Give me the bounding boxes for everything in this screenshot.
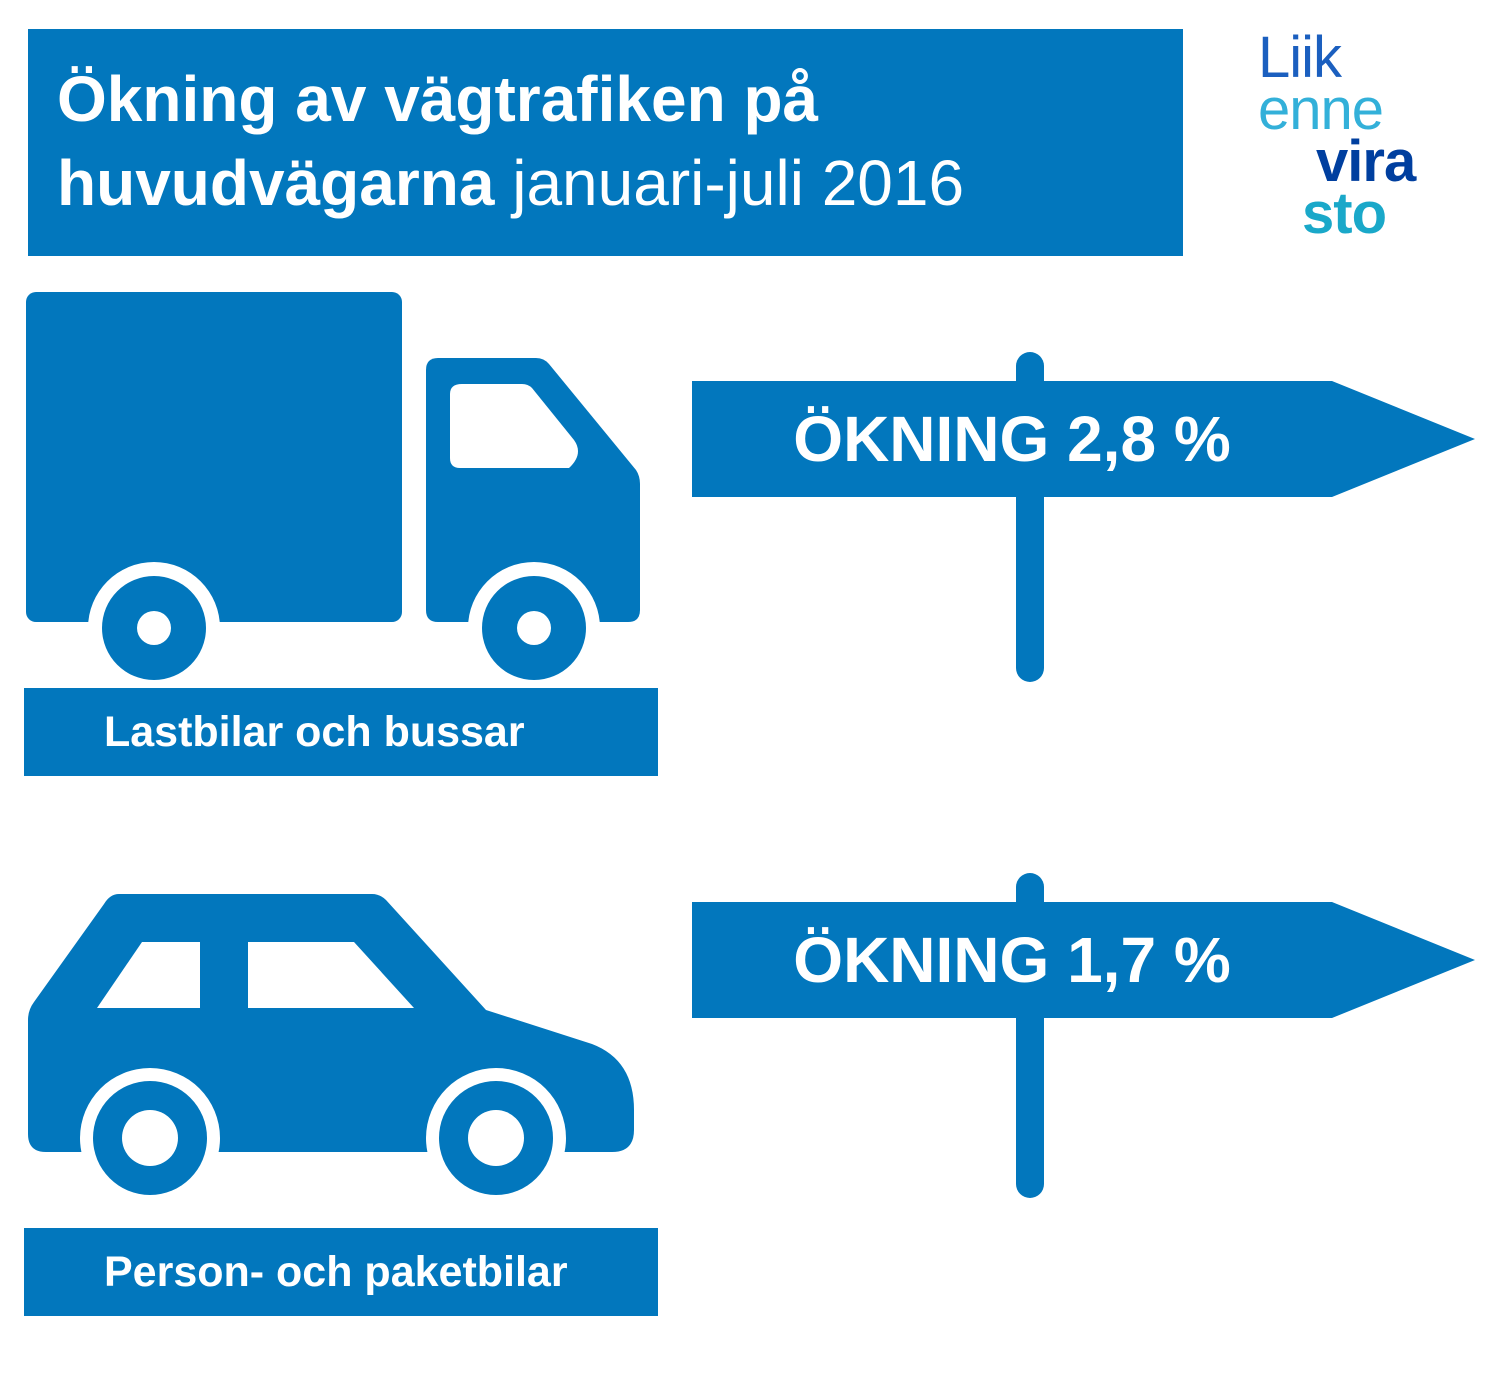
label-cars-vans: Person- och paketbilar [24, 1228, 658, 1316]
increase-sign-trucks: ÖKNING 2,8 % [692, 352, 1482, 682]
title-line-1: Ökning av vägtrafiken på [57, 57, 1183, 141]
logo-line-3: vira [1316, 129, 1416, 194]
increase-sign-cars: ÖKNING 1,7 % [692, 873, 1482, 1203]
logo-line-1: Liik [1258, 25, 1342, 90]
label-trucks-buses: Lastbilar och bussar [24, 688, 658, 776]
title-banner: Ökning av vägtrafiken på huvudvägarna ja… [28, 29, 1183, 256]
title-line-2: huvudvägarna januari-juli 2016 [57, 141, 1183, 225]
title-bold-2: huvudvägarna [57, 147, 495, 219]
sign-text-trucks: ÖKNING 2,8 % [793, 403, 1231, 475]
title-date-range: januari-juli 2016 [494, 147, 965, 219]
sign-text-cars: ÖKNING 1,7 % [793, 924, 1231, 996]
truck-icon [26, 292, 640, 690]
logo-line-4: sto [1302, 181, 1387, 246]
car-icon [28, 894, 634, 1208]
logo-line-2: enne [1258, 77, 1384, 142]
title-bold-1: Ökning av vägtrafiken på [57, 63, 819, 135]
liikennevirasto-logo: Liik enne vira sto [1258, 25, 1458, 252]
